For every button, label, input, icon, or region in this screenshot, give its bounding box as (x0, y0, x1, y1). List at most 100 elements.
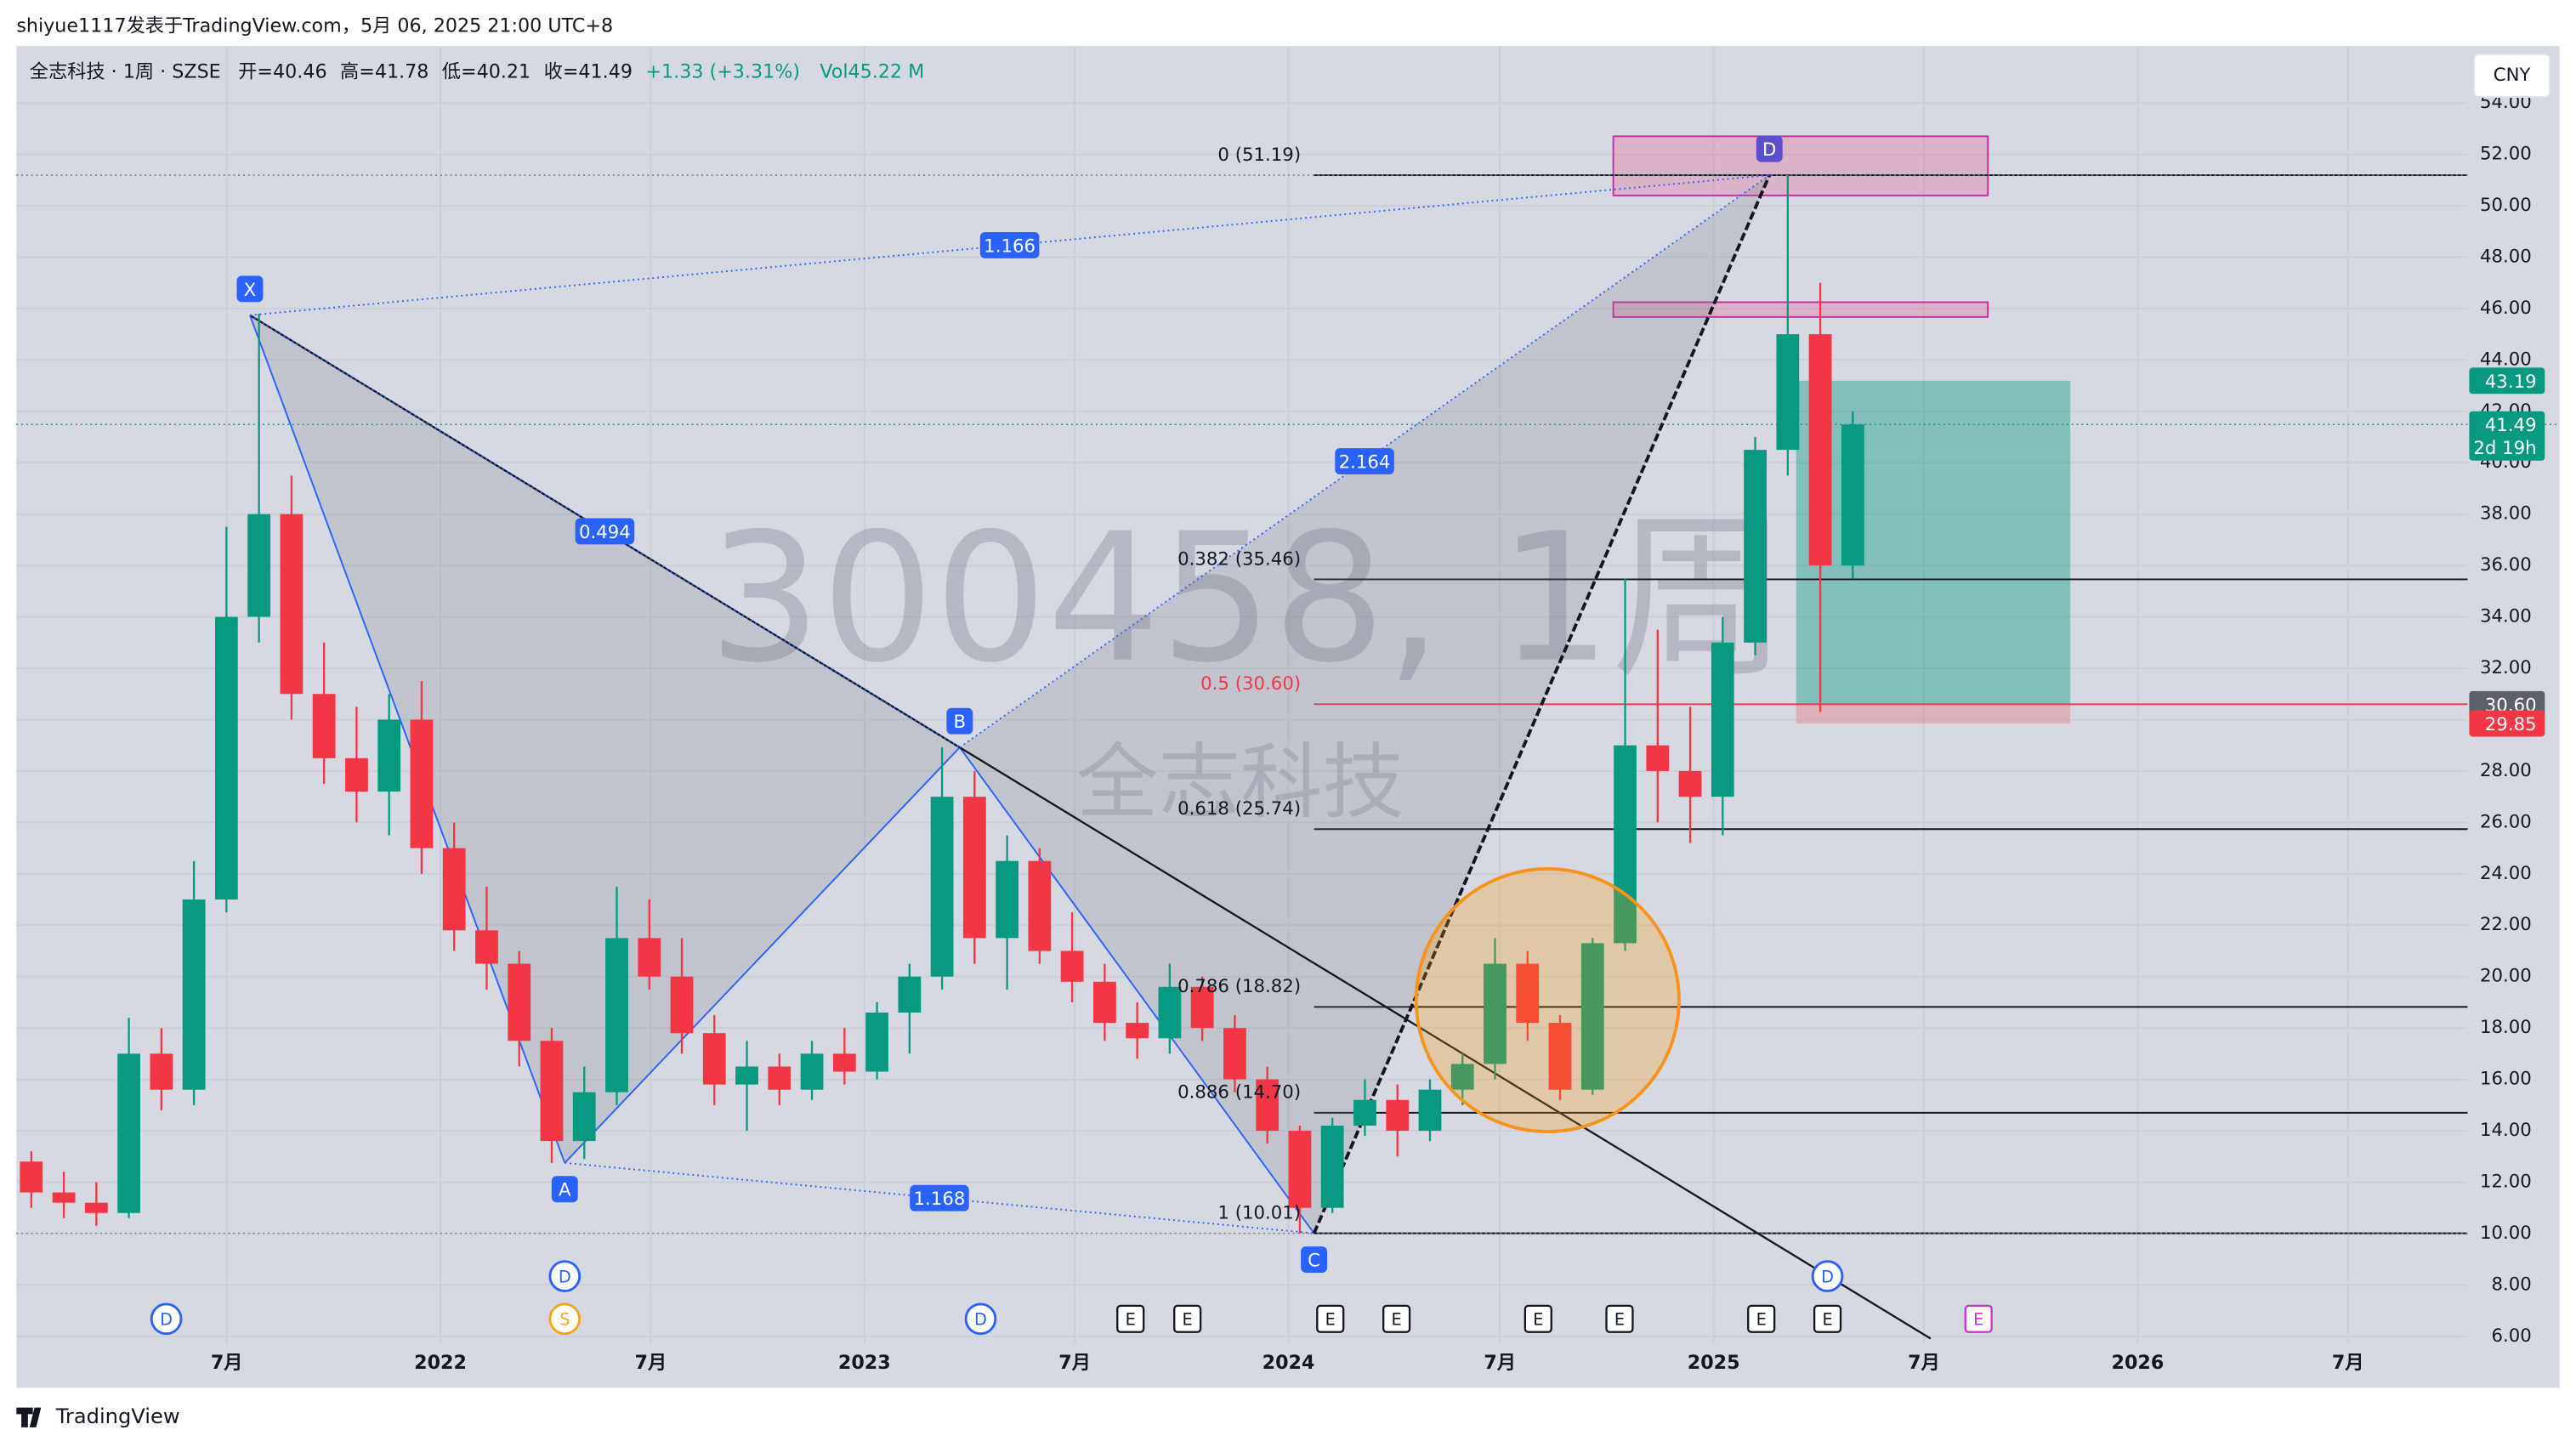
y-tick-label: 38.00 (2480, 503, 2532, 525)
event-marker[interactable] (150, 1302, 183, 1336)
event-label[interactable]: E (1756, 1310, 1767, 1330)
candle-body (52, 1192, 76, 1203)
event-marker[interactable] (548, 1302, 582, 1336)
x-tick-label: 7月 (2332, 1352, 2364, 1374)
pattern-leg (564, 746, 961, 1164)
ratio-label: 1.166 (984, 235, 1036, 257)
ohlc-value: 开=40.46 (238, 61, 326, 83)
watermark-symbol: 300458, 1周 (708, 496, 1789, 702)
y-tick-label: 28.00 (2480, 760, 2532, 781)
countdown: 2d 19h (2473, 438, 2536, 459)
candle-body (508, 963, 531, 1041)
candle-body (832, 1053, 856, 1072)
candle-body (410, 719, 434, 848)
currency-button[interactable] (2473, 53, 2551, 98)
candle-body (572, 1092, 596, 1142)
zone-box (1612, 135, 1989, 196)
event-marker[interactable] (1811, 1260, 1844, 1292)
fib-label: 0.618 (25.74) (1177, 798, 1301, 820)
event-marker[interactable] (548, 1260, 582, 1292)
candle-body (20, 1161, 43, 1193)
event-marker[interactable] (1964, 1304, 1993, 1333)
candle-body (800, 1053, 824, 1090)
fib-label: 0 (51.19) (1217, 145, 1301, 166)
event-label[interactable]: E (1533, 1310, 1543, 1330)
candle-body (1646, 745, 1670, 771)
event-marker[interactable] (964, 1302, 997, 1336)
plot (16, 174, 2560, 1340)
ratio-line (565, 1161, 1314, 1234)
position-loss (1796, 704, 2071, 724)
event-label[interactable]: D (1821, 1268, 1834, 1287)
price-tag-label: 41.49 (2485, 415, 2537, 436)
y-tick-label: 22.00 (2480, 914, 2532, 935)
x-tick-label: 7月 (211, 1352, 243, 1374)
currency[interactable]: CNY (2494, 65, 2532, 86)
price-tag (2469, 367, 2545, 394)
ohlc-value: 低=40.21 (442, 61, 531, 83)
candle-body (1776, 334, 1800, 451)
candle-body (377, 719, 401, 792)
ratio-line (249, 174, 1770, 316)
candle-body (1223, 1028, 1246, 1080)
price-tag (2469, 411, 2545, 461)
y-tick-label: 26.00 (2480, 811, 2532, 832)
candle-body (1256, 1079, 1279, 1132)
event-label[interactable]: E (1392, 1310, 1402, 1330)
fib-label: 0.886 (14.70) (1177, 1082, 1301, 1104)
trend-line (249, 314, 1932, 1340)
ohlc-value: +1.33 (+3.31%) (645, 61, 800, 83)
candle-body (670, 976, 694, 1034)
candle-body (865, 1013, 888, 1072)
ratio-badge (575, 518, 635, 545)
event-label[interactable]: D (974, 1310, 987, 1330)
pattern-point-badge (946, 707, 973, 735)
x-tick-label: 7月 (1908, 1352, 1940, 1374)
candle-body (1353, 1099, 1376, 1126)
candle-body (962, 797, 986, 939)
candle-body (475, 930, 498, 964)
candle-body (1678, 770, 1702, 797)
candle-body (1060, 950, 1084, 982)
event-marker[interactable] (1116, 1304, 1145, 1333)
price-tag (2469, 710, 2545, 737)
event-marker[interactable] (1382, 1304, 1411, 1333)
x-tick-label: 7月 (635, 1352, 667, 1374)
event-label[interactable]: S (559, 1310, 570, 1330)
pattern-point-label: A (559, 1180, 571, 1201)
candle-body (540, 1041, 564, 1142)
event-marker[interactable] (1523, 1304, 1552, 1333)
event-label[interactable]: E (1183, 1310, 1193, 1330)
event-marker[interactable] (1173, 1304, 1202, 1333)
event-label[interactable]: E (1973, 1310, 1983, 1330)
event-marker[interactable] (1747, 1304, 1776, 1333)
y-tick-label: 52.00 (2480, 144, 2532, 165)
event-label[interactable]: E (1822, 1310, 1832, 1330)
x-tick-label: 7月 (1058, 1352, 1091, 1374)
ratio-badge (1335, 448, 1394, 475)
x-tick-label: 2025 (1688, 1352, 1740, 1374)
event-label[interactable]: E (1126, 1310, 1136, 1330)
y-tick-label: 8.00 (2491, 1274, 2531, 1295)
event-label[interactable]: E (1325, 1310, 1336, 1330)
y-tick-label: 6.00 (2491, 1325, 2531, 1347)
candle-body (280, 514, 304, 695)
pattern-point-label: B (954, 712, 967, 733)
candle-body (312, 694, 336, 758)
event-label[interactable]: E (1614, 1310, 1625, 1330)
y-tick-label: 16.00 (2480, 1069, 2532, 1090)
candle-body (1484, 963, 1506, 1064)
event-marker[interactable] (1605, 1304, 1634, 1333)
legend: 全志科技 · 1周 · SZSE 开=40.46 高=41.78 低=40.21 收=… (30, 61, 924, 83)
event-label[interactable]: D (160, 1310, 173, 1330)
event-marker[interactable] (1316, 1304, 1345, 1333)
price-tag-label: 29.85 (2485, 714, 2537, 735)
pattern-point-badge (1756, 135, 1783, 162)
y-tick-label: 48.00 (2480, 246, 2532, 267)
event-label[interactable]: D (559, 1268, 571, 1287)
event-marker[interactable] (1813, 1304, 1842, 1333)
candle-body (1158, 986, 1182, 1039)
fib-label: 0.5 (30.60) (1200, 673, 1301, 695)
zone-box (1612, 301, 1989, 318)
y-tick-label: 18.00 (2480, 1017, 2532, 1038)
